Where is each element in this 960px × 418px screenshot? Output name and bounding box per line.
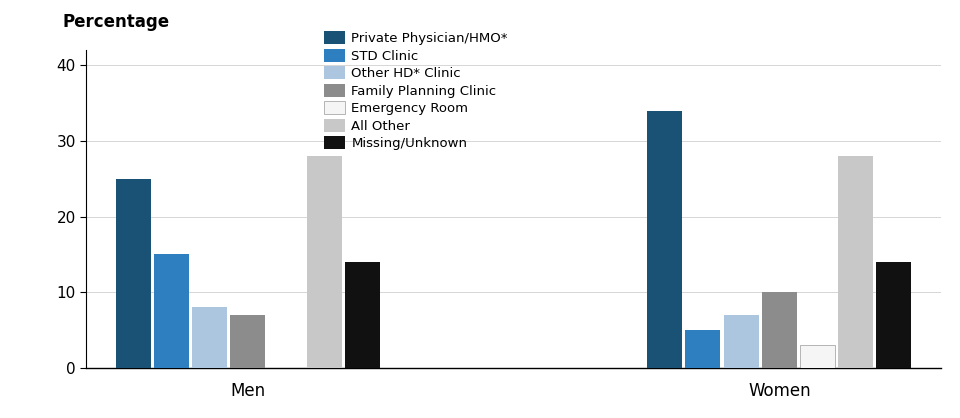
Bar: [724, 315, 758, 368]
Bar: [230, 315, 266, 368]
Bar: [685, 330, 720, 368]
Bar: [800, 345, 835, 368]
Bar: [154, 255, 189, 368]
Bar: [761, 292, 797, 368]
Bar: [116, 179, 151, 368]
Bar: [345, 262, 380, 368]
Bar: [307, 156, 342, 368]
Legend: Private Physician/HMO*, STD Clinic, Other HD* Clinic, Family Planning Clinic, Em: Private Physician/HMO*, STD Clinic, Othe…: [324, 31, 508, 150]
Bar: [192, 307, 228, 368]
Bar: [838, 156, 874, 368]
Bar: [647, 111, 683, 368]
Text: Percentage: Percentage: [62, 13, 170, 31]
Bar: [876, 262, 911, 368]
